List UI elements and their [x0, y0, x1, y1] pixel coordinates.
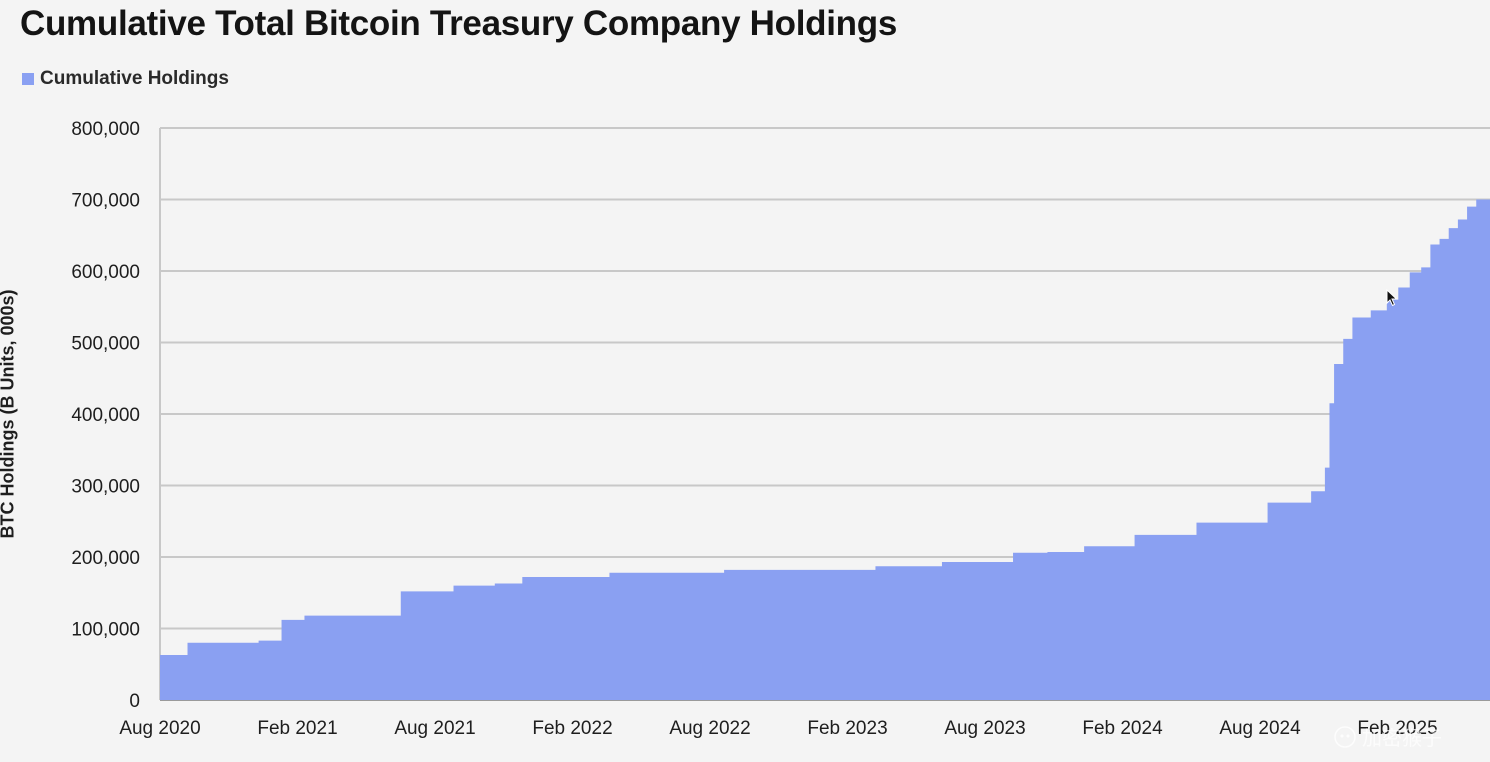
legend-swatch	[22, 73, 34, 85]
y-tick-label: 600,000	[71, 262, 140, 283]
y-tick-label: 100,000	[71, 620, 140, 641]
y-tick-label: 400,000	[71, 405, 140, 426]
y-tick-label: 800,000	[71, 119, 140, 140]
y-axis-label-text: BTC Holdings (B Units, 000s)	[0, 289, 18, 539]
wechat-logo-icon	[1334, 725, 1356, 748]
x-axis-ticks: Aug 2020 Feb 2021 Aug 2021 Feb 2022 Aug 2022…	[119, 718, 1437, 739]
x-tick-label: Feb 2022	[532, 718, 612, 739]
legend-label: Cumulative Holdings	[40, 68, 229, 89]
x-tick-label: Feb 2025	[1357, 718, 1437, 739]
x-tick-label: Feb 2024	[1082, 718, 1163, 739]
x-tick-label: Aug 2023	[944, 718, 1025, 739]
y-tick-label: 0	[129, 691, 140, 712]
x-tick-label: Aug 2024	[1219, 718, 1301, 739]
legend: Cumulative Holdings	[22, 68, 229, 90]
area-series	[160, 173, 1490, 700]
x-tick-label: Aug 2021	[394, 718, 475, 739]
y-tick-label: 300,000	[71, 477, 140, 498]
chart-title: Cumulative Total Bitcoin Treasury Compan…	[20, 4, 897, 43]
x-tick-label: Feb 2021	[257, 718, 337, 739]
x-tick-label: Aug 2020	[119, 718, 200, 739]
y-tick-label: 700,000	[71, 191, 140, 212]
watermark-text: 加密猴子	[1362, 728, 1442, 750]
cumulative-holdings-area	[160, 173, 1490, 700]
y-tick-label: 200,000	[71, 548, 140, 569]
mouse-cursor-icon	[1386, 289, 1398, 307]
y-tick-label: 500,000	[71, 334, 140, 355]
x-tick-label: Aug 2022	[669, 718, 750, 739]
watermark: 加密猴子	[1334, 722, 1442, 751]
x-tick-label: Feb 2023	[807, 718, 887, 739]
y-axis-ticks: 0 100,000 200,000 300,000 400,000 500,000 600,…	[71, 119, 140, 712]
